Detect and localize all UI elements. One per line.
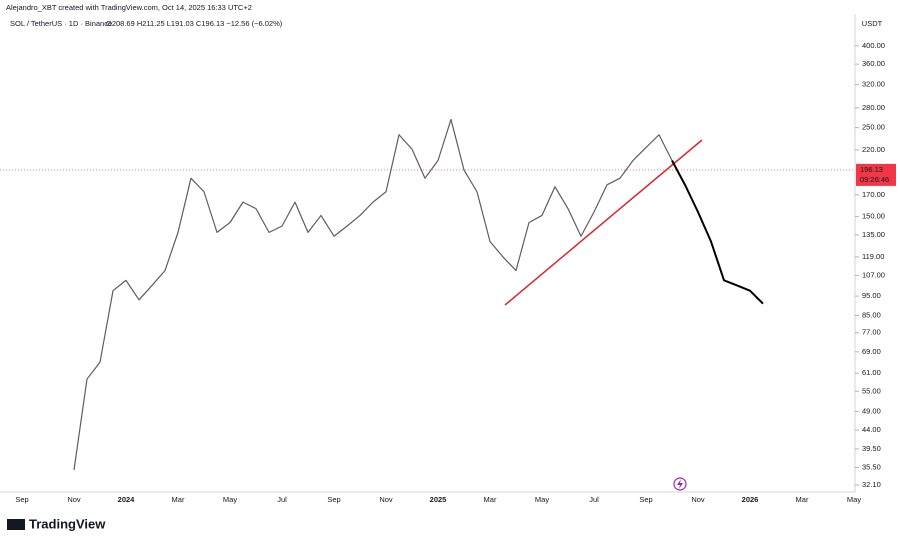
- x-tick-label: Mar: [484, 495, 497, 504]
- x-tick-label: May: [535, 495, 549, 504]
- x-tick-label: 2024: [118, 495, 136, 504]
- last-price-label: 196.13: [860, 165, 883, 174]
- event-icon: [673, 477, 687, 491]
- x-tick-label: 2025: [430, 495, 447, 504]
- x-tick-label: Mar: [172, 495, 185, 504]
- y-tick-label: 35.50: [862, 463, 881, 472]
- y-tick-label: 77.00: [862, 328, 881, 337]
- y-tick-label: 69.00: [862, 347, 881, 356]
- x-tick-label: 2026: [742, 495, 759, 504]
- x-tick-label: May: [847, 495, 861, 504]
- brand: TradingView: [29, 516, 106, 531]
- brand-logo: [7, 519, 25, 530]
- y-tick-label: 400.00: [862, 41, 885, 50]
- currency: USDT: [862, 19, 883, 28]
- x-tick-label: Nov: [379, 495, 393, 504]
- countdown: 09:26:46: [860, 175, 889, 184]
- y-tick-label: 119.00: [862, 252, 884, 261]
- x-tick-label: Sep: [15, 495, 28, 504]
- ohlc: O208.69 H211.25 L191.03 C196.13 −12.56 (…: [106, 19, 283, 28]
- last-price-tag: [856, 163, 896, 186]
- y-tick-label: 95.00: [862, 291, 881, 300]
- y-tick-label: 39.50: [862, 444, 881, 453]
- x-tick-label: Mar: [796, 495, 809, 504]
- price-line: [671, 160, 764, 305]
- y-tick-label: 49.00: [862, 406, 881, 415]
- y-tick-label: 360.00: [862, 59, 885, 68]
- y-tick-label: 135.00: [862, 230, 885, 239]
- x-tick-label: Sep: [327, 495, 340, 504]
- x-tick-label: May: [223, 495, 237, 504]
- y-tick-label: 61.00: [862, 368, 881, 377]
- symbol: SOL / TetherUS · 1D · Binance: [10, 19, 112, 28]
- x-tick-label: Nov: [691, 495, 705, 504]
- y-tick-label: 320.00: [862, 80, 885, 89]
- y-tick-label: 32.10: [862, 480, 881, 489]
- x-tick-label: Nov: [67, 495, 81, 504]
- x-tick-label: Jul: [589, 495, 599, 504]
- credit: Alejandro_XBT created with TradingView.c…: [6, 3, 252, 12]
- x-tick-label: Sep: [639, 495, 652, 504]
- trend-line: [504, 139, 703, 306]
- price-line: [73, 118, 673, 471]
- y-tick-label: 85.00: [862, 310, 881, 319]
- y-tick-label: 107.00: [862, 270, 885, 279]
- x-tick-label: Jul: [277, 495, 287, 504]
- y-tick-label: 220.00: [862, 145, 885, 154]
- y-tick-label: 250.00: [862, 123, 885, 132]
- y-tick-label: 44.00: [862, 425, 881, 434]
- y-tick-label: 280.00: [862, 103, 885, 112]
- y-tick-label: 150.00: [862, 212, 885, 221]
- y-tick-label: 170.00: [862, 190, 885, 199]
- y-tick-label: 55.00: [862, 386, 881, 395]
- event-bolt: [677, 479, 683, 489]
